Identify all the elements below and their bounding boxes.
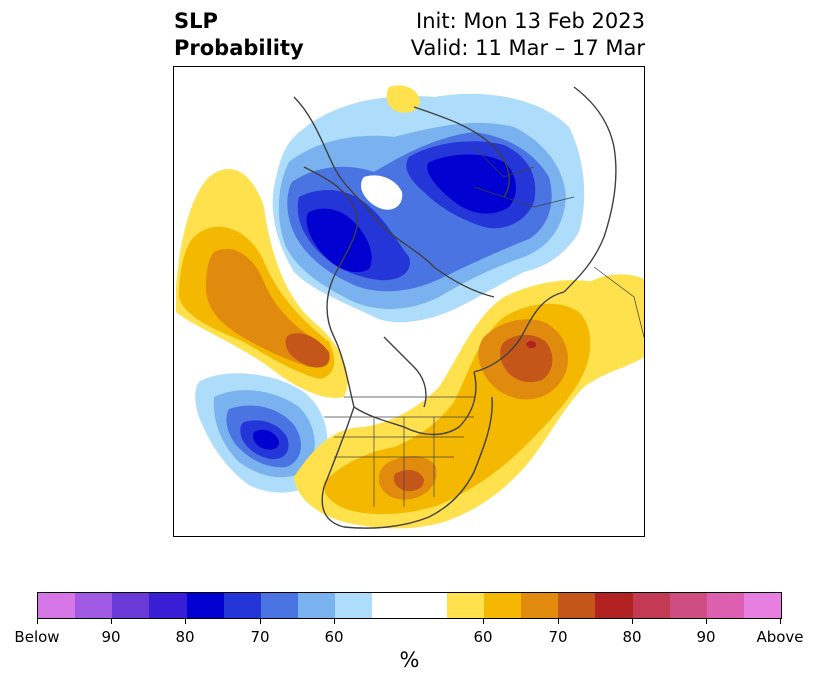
colorbar-segment — [669, 593, 707, 618]
tick-above-70: 70 — [548, 628, 568, 646]
europe-above-region — [584, 274, 644, 326]
colorbar-segment — [335, 593, 373, 618]
colorbar-segment — [186, 593, 224, 618]
tickmark — [185, 619, 186, 624]
tick-below-90: 90 — [101, 628, 121, 646]
colorbar-segment — [446, 593, 484, 618]
tickmark — [483, 619, 484, 624]
arctic-above-spot — [386, 85, 420, 113]
tick-below-80: 80 — [175, 628, 195, 646]
tickmark — [111, 619, 112, 624]
tick-above: Above — [756, 628, 804, 646]
colorbar-segment — [260, 593, 299, 618]
colorbar-segment — [521, 593, 559, 618]
colorbar-segment — [38, 593, 76, 618]
pacific-above-peak — [285, 333, 330, 368]
arctic-below-core — [306, 208, 372, 273]
valid-date-range: Valid: 11 Mar – 17 Mar — [410, 36, 645, 60]
colorbar — [37, 592, 782, 619]
colorbar-segment — [372, 593, 410, 618]
colorbar-unit-label: % — [399, 648, 420, 672]
colorbar-segment — [483, 593, 522, 618]
colorbar-segment — [595, 593, 633, 618]
tick-below: Below — [14, 628, 60, 646]
tickmark — [706, 619, 707, 624]
atlantic-above-peak — [500, 334, 553, 383]
tick-above-60: 60 — [473, 628, 493, 646]
colorbar-segment — [558, 593, 596, 618]
map-title: SLP Probability — [174, 8, 304, 62]
tickmark — [558, 619, 559, 624]
colorbar-segment — [75, 593, 113, 618]
tick-below-60: 60 — [324, 628, 344, 646]
colorbar-segment — [706, 593, 744, 618]
colorbar-segment — [223, 593, 261, 618]
eurasia-below-core — [427, 154, 516, 214]
title-line-1: SLP — [174, 9, 218, 33]
pacific-below-core — [253, 429, 280, 450]
probability-map — [173, 66, 645, 537]
colorbar-segment — [149, 593, 187, 618]
tickmark — [334, 619, 335, 624]
atlantic-above-core — [526, 340, 537, 349]
tickmark — [260, 619, 261, 624]
coastlines — [293, 86, 617, 529]
init-date: Init: Mon 13 Feb 2023 — [416, 9, 645, 33]
arctic-hole — [361, 175, 403, 210]
colorbar-segment — [112, 593, 150, 618]
title-line-2: Probability — [174, 36, 304, 60]
colorbar-segment — [298, 593, 336, 618]
date-info: Init: Mon 13 Feb 2023 Valid: 11 Mar – 17… — [411, 8, 645, 62]
borders — [324, 146, 644, 507]
tick-below-70: 70 — [250, 628, 270, 646]
tick-above-80: 80 — [622, 628, 642, 646]
tickmark — [37, 619, 38, 624]
eastus-above-peak — [393, 469, 424, 492]
tick-above-90: 90 — [696, 628, 716, 646]
colorbar-segment — [743, 593, 782, 618]
map-canvas — [176, 85, 644, 529]
tickmark — [780, 619, 781, 624]
colorbar-segment — [632, 593, 670, 618]
tickmark — [632, 619, 633, 624]
colorbar-segment — [409, 593, 447, 618]
